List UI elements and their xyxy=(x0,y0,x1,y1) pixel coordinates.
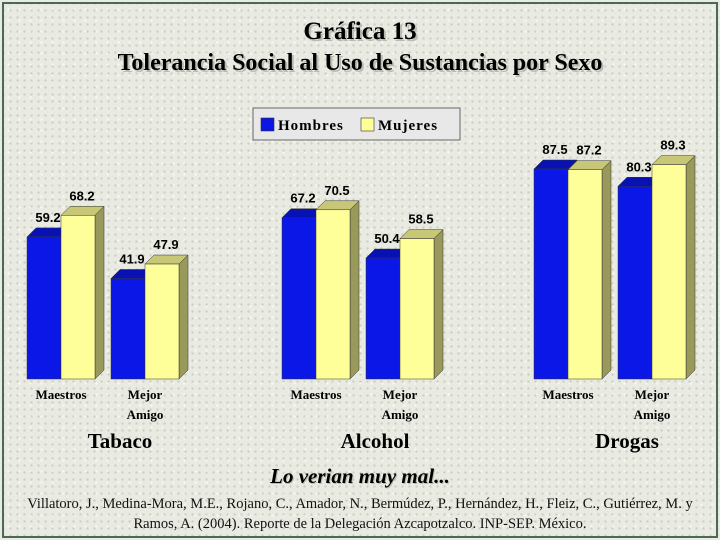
bar-alcohol-0-mujeres-side xyxy=(349,200,360,380)
category-label: Amigo xyxy=(634,407,671,422)
bar-alcohol-1-mujeres-front xyxy=(399,238,435,380)
bar-drogas-1-hombres-value-label: 80.3 xyxy=(626,159,651,174)
bar-tabaco-0-mujeres xyxy=(60,205,105,380)
bar-drogas-1-mujeres-front xyxy=(651,164,687,380)
bar-alcohol-1-hombres-value-label: 50.4 xyxy=(374,231,400,246)
bar-alcohol-0-hombres-value-label: 67.2 xyxy=(290,191,315,206)
category-label: Mejor xyxy=(383,387,418,402)
category-label: Mejor xyxy=(128,387,163,402)
bar-alcohol-1-mujeres-value-label: 58.5 xyxy=(408,212,433,227)
bar-tabaco-1-mujeres xyxy=(144,254,189,380)
bar-alcohol-0-mujeres-front xyxy=(315,209,351,380)
bar-tabaco-0-mujeres-front xyxy=(60,215,96,380)
bar-drogas-0-mujeres xyxy=(567,160,612,380)
bar-tabaco-1-mujeres-side xyxy=(178,254,189,380)
chart-title: Gráfica 13 xyxy=(303,18,417,45)
legend-swatch-mujeres xyxy=(360,117,375,132)
bar-alcohol-1-mujeres-side xyxy=(433,228,444,380)
bar-drogas-0-mujeres-side xyxy=(601,160,612,380)
group-label-drogas: Drogas xyxy=(595,429,659,453)
bar-alcohol-0-mujeres-value-label: 70.5 xyxy=(324,183,349,198)
category-label: Amigo xyxy=(382,407,419,422)
bar-drogas-0-mujeres-front xyxy=(567,169,603,380)
bar-tabaco-0-hombres-front xyxy=(26,236,62,380)
category-label: Maestros xyxy=(35,387,86,402)
bar-drogas-1-mujeres-side xyxy=(685,155,696,380)
category-label: Maestros xyxy=(290,387,341,402)
bar-tabaco-1-mujeres-front xyxy=(144,263,180,380)
bar-tabaco-0-mujeres-value-label: 68.2 xyxy=(69,188,94,203)
legend: Hombres Mujeres xyxy=(252,107,461,141)
bar-tabaco-0-mujeres-side xyxy=(94,205,105,380)
group-label-alcohol: Alcohol xyxy=(341,429,410,453)
bar-alcohol-1-mujeres xyxy=(399,228,444,380)
bar-drogas-0-mujeres-value-label: 87.2 xyxy=(576,143,601,158)
bar-alcohol-1-hombres-front xyxy=(365,257,401,380)
bar-drogas-0-hombres-front xyxy=(533,168,569,380)
chart-subtitle: Tolerancia Social al Uso de Sustancias p… xyxy=(117,50,603,76)
bar-drogas-0-hombres-value-label: 87.5 xyxy=(542,142,567,157)
bar-drogas-1-hombres-front xyxy=(617,186,653,380)
bar-tabaco-1-hombres-value-label: 41.9 xyxy=(119,251,144,266)
bar-drogas-1-mujeres xyxy=(651,155,696,380)
category-label: Maestros xyxy=(542,387,593,402)
legend-swatch-hombres xyxy=(260,117,275,132)
source-citation: Villatoro, J., Medina-Mora, M.E., Rojano… xyxy=(27,496,693,532)
category-label: Mejor xyxy=(635,387,670,402)
category-label: Amigo xyxy=(127,407,164,422)
legend-label-hombres: Hombres xyxy=(278,118,344,134)
group-label-tabaco: Tabaco xyxy=(88,429,153,453)
bar-drogas-1-mujeres-value-label: 89.3 xyxy=(660,138,685,153)
bar-alcohol-0-hombres-front xyxy=(281,217,317,380)
bar-tabaco-1-hombres-front xyxy=(110,278,146,380)
bar-alcohol-0-mujeres xyxy=(315,200,360,380)
chart-note: Lo verian muy mal... xyxy=(270,464,450,488)
bar-tabaco-0-hombres-value-label: 59.2 xyxy=(35,210,60,225)
bar-tabaco-1-mujeres-value-label: 47.9 xyxy=(153,237,178,252)
legend-label-mujeres: Mujeres xyxy=(378,118,438,134)
legend-box xyxy=(252,107,461,141)
